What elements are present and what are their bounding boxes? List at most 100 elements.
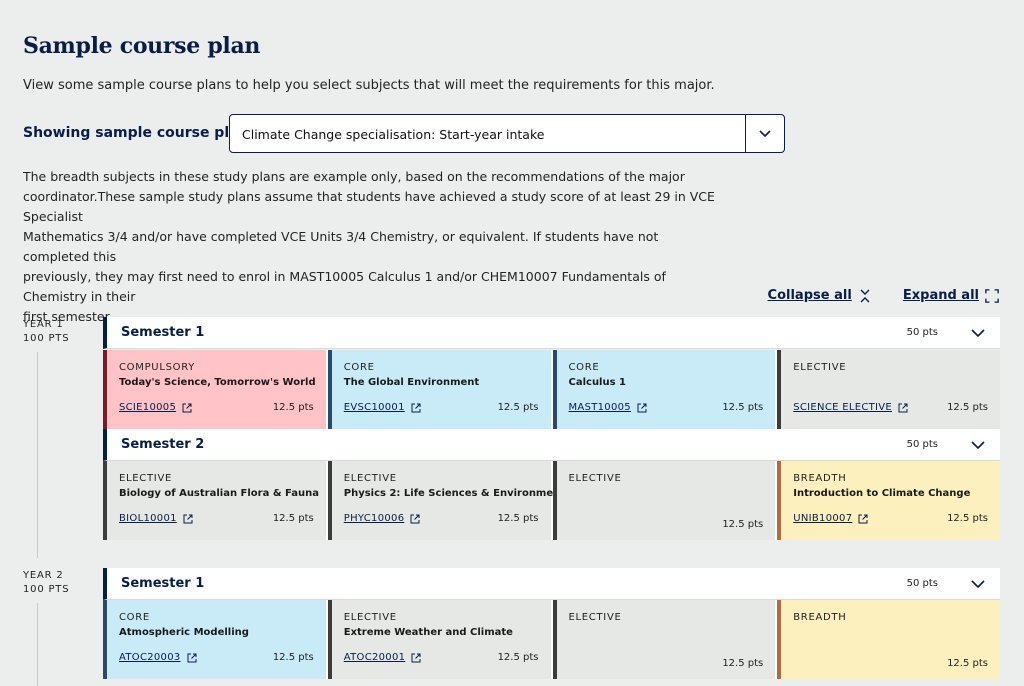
year-timeline xyxy=(37,352,38,558)
subject-type: BREADTH xyxy=(793,612,847,623)
subject-code: ATOC20001 xyxy=(343,652,406,663)
subject-points: 12.5 pts xyxy=(497,513,539,524)
semester-title: Semester 1 xyxy=(121,576,205,591)
semester-header[interactable]: Semester 2 50 pts xyxy=(103,429,1000,461)
subject-card: CORE The Global Environment EVSC10001 12… xyxy=(327,350,551,429)
semester-header[interactable]: Semester 1 50 pts xyxy=(103,317,1000,349)
subject-points: 12.5 pts xyxy=(947,513,988,524)
external-link-icon xyxy=(411,403,421,412)
plan-select[interactable]: Climate Change specialisation: Start-yea… xyxy=(229,114,785,153)
note-line: previously, they may first need to enrol… xyxy=(23,269,666,304)
subject-type: ELECTIVE xyxy=(568,473,622,484)
subject-code-link[interactable]: ATOC20003 xyxy=(119,652,197,663)
subject-type: ELECTIVE xyxy=(119,473,173,484)
subject-points: 12.5 pts xyxy=(722,402,764,413)
subject-code-link[interactable]: SCIE10005 xyxy=(119,402,192,413)
subject-type: BREADTH xyxy=(793,473,847,484)
subject-code-link[interactable]: BIOL10001 xyxy=(119,513,193,524)
intro-text: View some sample course plans to help yo… xyxy=(23,78,715,93)
subject-type: CORE xyxy=(119,612,150,623)
plan-selector-row: Showing sample course plan: Climate Chan… xyxy=(23,114,785,153)
subject-card: ELECTIVE Extreme Weather and Climate ATO… xyxy=(327,600,551,679)
subject-name: Calculus 1 xyxy=(568,377,627,388)
subject-points: 12.5 pts xyxy=(722,658,764,669)
subject-code: PHYC10006 xyxy=(343,513,405,524)
subject-card: COMPULSORY Today's Science, Tomorrow's W… xyxy=(103,350,326,429)
select-divider xyxy=(745,115,746,152)
note-line: coordinator.These sample study plans ass… xyxy=(23,189,715,224)
year-label: YEAR 1 100 PTS xyxy=(23,318,69,346)
subject-points: 12.5 pts xyxy=(497,402,539,413)
expand-icon xyxy=(985,288,999,303)
subject-row: COMPULSORY Today's Science, Tomorrow's W… xyxy=(103,350,1000,429)
subject-type: ELECTIVE xyxy=(343,473,397,484)
subject-card: CORE Calculus 1 MAST10005 12.5 pts xyxy=(552,350,776,429)
subject-code: EVSC10001 xyxy=(343,402,405,413)
subject-code: SCIE10005 xyxy=(119,402,177,413)
subject-name: Extreme Weather and Climate xyxy=(343,627,513,638)
external-link-icon xyxy=(411,653,421,662)
subject-card: ELECTIVE 12.5 pts xyxy=(552,461,776,540)
subject-type: ELECTIVE xyxy=(568,612,622,623)
year-title: YEAR 2 xyxy=(23,570,64,581)
subject-name: Biology of Australian Flora & Fauna xyxy=(119,488,320,499)
subject-code-link[interactable]: ATOC20001 xyxy=(344,652,422,663)
subject-name: Today's Science, Tomorrow's World xyxy=(119,377,316,388)
subject-code-link[interactable]: MAST10005 xyxy=(569,402,647,413)
semester-header[interactable]: Semester 1 50 pts xyxy=(103,568,1000,600)
external-link-icon xyxy=(858,514,868,523)
year-label: YEAR 2 100 PTS xyxy=(23,569,69,597)
subject-code-link[interactable]: EVSC10001 xyxy=(344,402,421,413)
subject-card: BREADTH 12.5 pts xyxy=(777,600,1000,679)
semester-title: Semester 2 xyxy=(121,437,205,452)
subject-card: CORE Atmospheric Modelling ATOC20003 12.… xyxy=(103,600,326,679)
collapse-all-button[interactable]: Collapse all xyxy=(768,288,872,304)
subject-card: ELECTIVE SCIENCE ELECTIVE 12.5 pts xyxy=(777,350,1000,429)
subject-card: ELECTIVE Physics 2: Life Sciences & Envi… xyxy=(327,461,566,540)
semester-points: 50 pts xyxy=(906,578,938,589)
subject-points: 12.5 pts xyxy=(272,652,314,663)
year-points: 100 PTS xyxy=(23,584,70,595)
chevron-down-icon[interactable] xyxy=(970,577,986,590)
subject-code-link[interactable]: UNIB10007 xyxy=(793,513,868,524)
chevron-down-icon[interactable] xyxy=(970,326,986,339)
year-points: 100 PTS xyxy=(23,333,70,344)
year-timeline xyxy=(37,603,38,686)
subject-code: ATOC20003 xyxy=(119,652,181,663)
plan-note: The breadth subjects in these study plan… xyxy=(23,167,723,327)
semester-points: 50 pts xyxy=(906,327,938,338)
subject-type: CORE xyxy=(568,362,600,373)
subject-points: 12.5 pts xyxy=(947,658,988,669)
note-line: Mathematics 3/4 and/or have completed VC… xyxy=(23,229,659,264)
subject-points: 12.5 pts xyxy=(497,652,539,663)
chevron-down-icon[interactable] xyxy=(970,438,986,451)
subject-row: CORE Atmospheric Modelling ATOC20003 12.… xyxy=(103,600,1000,679)
subject-points: 12.5 pts xyxy=(272,402,314,413)
semester-points: 50 pts xyxy=(906,439,938,450)
subject-code-link[interactable]: PHYC10006 xyxy=(344,513,421,524)
expand-all-button[interactable]: Expand all xyxy=(903,288,999,304)
subject-code: MAST10005 xyxy=(568,402,631,413)
note-line: The breadth subjects in these study plan… xyxy=(23,169,685,184)
semester-title: Semester 1 xyxy=(121,325,205,340)
external-link-icon xyxy=(637,403,647,412)
subject-code: BIOL10001 xyxy=(119,513,177,524)
subject-name: Introduction to Climate Change xyxy=(793,488,971,499)
subject-type: ELECTIVE xyxy=(343,612,397,623)
expand-all-label: Expand all xyxy=(902,288,979,303)
collapse-all-label: Collapse all xyxy=(767,288,852,303)
note-line: first semester. xyxy=(23,309,113,324)
subject-card: BREADTH Introduction to Climate Change U… xyxy=(777,461,1000,540)
subject-points: 12.5 pts xyxy=(722,519,764,530)
subject-name: Physics 2: Life Sciences & Environment xyxy=(343,488,566,499)
subject-card: ELECTIVE Biology of Australian Flora & F… xyxy=(103,461,326,540)
subject-code-link[interactable]: SCIENCE ELECTIVE xyxy=(793,402,908,413)
subject-type: ELECTIVE xyxy=(793,362,847,373)
external-link-icon xyxy=(182,403,192,412)
collapse-icon xyxy=(860,289,870,302)
subject-row: ELECTIVE Biology of Australian Flora & F… xyxy=(103,461,1000,540)
plan-selector-label: Showing sample course plan: xyxy=(23,125,255,141)
subject-name: The Global Environment xyxy=(343,377,480,388)
subject-code: UNIB10007 xyxy=(793,513,853,524)
